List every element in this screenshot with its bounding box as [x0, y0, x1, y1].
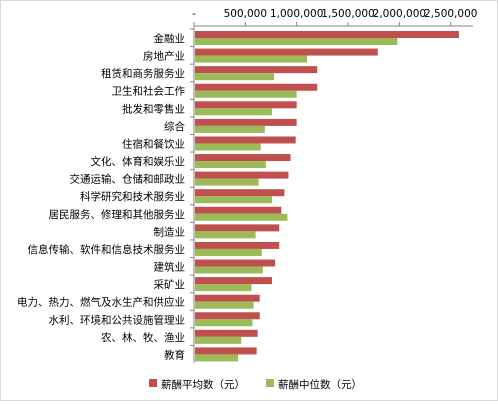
category-label: 文化、体育和娱乐业: [91, 155, 186, 168]
x-tick-label: 1,500,000: [321, 8, 374, 20]
category-label: 批发和零售业: [122, 102, 185, 115]
bar-median: [195, 73, 275, 81]
bar-average: [195, 206, 282, 214]
bar-median: [195, 354, 239, 362]
bar-median: [195, 125, 265, 133]
category-label: 交通运输、仓储和邮政业: [70, 173, 186, 186]
bar-average: [195, 294, 260, 302]
category-label: 制造业: [154, 225, 186, 238]
bar-median: [195, 161, 266, 169]
bar-median: [195, 336, 242, 344]
category-label: 信息传输、软件和信息技术服务业: [28, 243, 186, 256]
bar-average: [195, 48, 378, 56]
legend: 薪酬平均数（元） 薪酬中位数（元）: [149, 378, 362, 391]
category-label: 金融业: [154, 32, 186, 45]
bar-median: [195, 231, 256, 239]
x-axis: - 500,000 1,000,0001,500,0002,000,0002,500…: [190, 8, 477, 363]
bar-average: [195, 224, 280, 232]
legend-label-median: 薪酬中位数（元）: [278, 378, 362, 391]
legend-swatch-median: [266, 379, 274, 387]
bar-median: [195, 55, 307, 63]
category-labels: 金融业房地产业租赁和商务服务业卫生和社会工作批发和零售业综合住宿和餐饮业文化、体…: [17, 32, 185, 361]
category-label: 住宿和餐饮业: [122, 137, 185, 150]
bar-median: [195, 319, 253, 327]
bar-average: [195, 241, 280, 249]
bar-average: [195, 171, 289, 179]
x-tick-label: 2,000,000: [373, 8, 426, 20]
bar-median: [195, 108, 273, 116]
bar-average: [195, 118, 297, 126]
bar-average: [195, 347, 257, 355]
category-label: 建筑业: [154, 261, 186, 274]
x-tick-label: -: [192, 8, 196, 20]
bar-average: [195, 189, 285, 197]
bar-median: [195, 213, 288, 221]
bar-median: [195, 284, 252, 292]
category-label: 房地产业: [143, 50, 185, 63]
bars: [195, 31, 459, 362]
category-label: 电力、热力、燃气及水生产和供应业: [17, 296, 185, 309]
legend-label-average: 薪酬平均数（元）: [161, 378, 245, 391]
bar-median: [195, 143, 261, 151]
bar-average: [195, 154, 291, 162]
category-label: 卫生和社会工作: [112, 85, 186, 98]
x-tick-label: 1,000,000: [270, 8, 323, 20]
category-label: 居民服务、修理和其他服务业: [49, 208, 186, 221]
x-tick-label: 500,000: [224, 8, 267, 20]
x-tick-label: 2,500,000: [424, 8, 477, 20]
category-label: 综合: [164, 120, 185, 133]
bar-average: [195, 259, 276, 267]
bar-average: [195, 66, 318, 74]
category-label: 租赁和商务服务业: [101, 67, 185, 80]
bar-median: [195, 90, 297, 98]
bar-average: [195, 101, 297, 109]
bar-average: [195, 312, 260, 320]
category-label: 水利、环境和公共设施管理业: [49, 313, 186, 326]
category-label: 教育: [164, 348, 185, 361]
bar-average: [195, 277, 273, 285]
bar-median: [195, 266, 263, 274]
bar-average: [195, 31, 459, 38]
bar-median: [195, 38, 398, 45]
bar-median: [195, 301, 254, 309]
category-label: 采矿业: [154, 278, 186, 291]
category-label: 农、林、牧、渔业: [101, 331, 185, 344]
bar-average: [195, 136, 296, 144]
category-label: 科学研究和技术服务业: [80, 190, 185, 203]
bar-average: [195, 329, 258, 337]
bar-median: [195, 248, 262, 256]
bar-average: [195, 83, 318, 91]
legend-swatch-average: [149, 379, 157, 387]
bar-median: [195, 178, 259, 186]
bar-median: [195, 196, 273, 204]
